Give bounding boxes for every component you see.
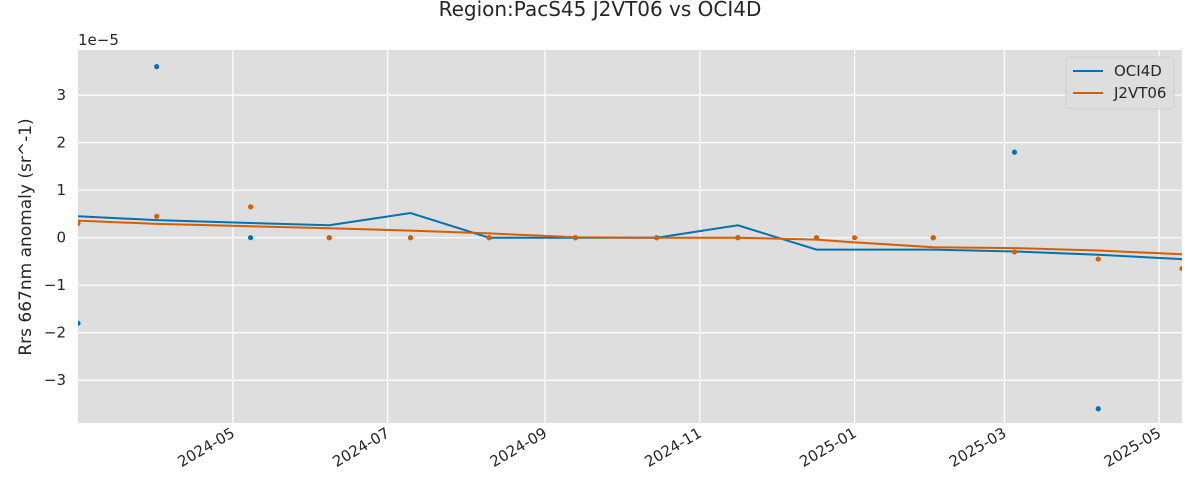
series-oci4d-point xyxy=(247,235,254,241)
series-j2vt06-point xyxy=(486,235,492,241)
series-j2vt06-point xyxy=(852,235,858,241)
legend-label-j2vt06: J2VT06 xyxy=(1113,84,1166,102)
y-tick-label: −1 xyxy=(44,276,66,294)
series-oci4d-point xyxy=(1095,406,1101,412)
x-tick-label: 2024-05 xyxy=(175,424,238,471)
plot-area: −3 −2 −1 0 1 2 3 2024-05 2024-07 2024-09 2024-11 20… xyxy=(44,50,1182,471)
plot-background xyxy=(78,50,1182,423)
x-tick-label: 2024-11 xyxy=(642,424,705,471)
x-tick-label: 2025-05 xyxy=(1101,424,1164,471)
series-j2vt06-line xyxy=(78,219,1182,256)
series-j2vt06-point xyxy=(1179,265,1182,272)
series-j2vt06-point xyxy=(1011,249,1018,255)
y-offset-label: 1e−5 xyxy=(78,31,119,49)
y-axis-title: Rrs 667nm anomaly (sr^-1) xyxy=(16,118,36,355)
x-tick-label: 2025-03 xyxy=(946,424,1009,471)
y-tick-label: −2 xyxy=(44,324,66,342)
chart-title: Region:PacS45 J2VT06 vs OCI4D xyxy=(439,0,762,21)
series-j2vt06-point xyxy=(1095,256,1101,262)
data-layer xyxy=(78,64,1182,412)
series-j2vt06-point xyxy=(78,220,81,227)
x-tick-label: 2025-01 xyxy=(796,424,859,471)
legend-label-oci4d: OCI4D xyxy=(1114,62,1162,80)
series-oci4d-point xyxy=(1011,149,1018,155)
series-j2vt06-point xyxy=(326,235,332,241)
series-j2vt06-point xyxy=(247,204,254,210)
series-oci4d-point xyxy=(154,64,160,70)
y-tick-label: −3 xyxy=(44,371,66,389)
legend: OCI4D J2VT06 xyxy=(1065,56,1175,110)
y-tick-label: 3 xyxy=(56,86,66,104)
x-tick-label: 2024-07 xyxy=(329,424,392,471)
y-tick-label: 1 xyxy=(56,181,66,199)
series-j2vt06-point xyxy=(407,235,414,241)
series-j2vt06-point xyxy=(154,213,160,219)
series-oci4d-point xyxy=(78,320,81,326)
x-tick-label: 2024-09 xyxy=(487,424,550,471)
y-tick-label: 2 xyxy=(56,134,66,152)
series-j2vt06-point xyxy=(930,235,936,241)
y-tick-label: 0 xyxy=(56,229,66,247)
